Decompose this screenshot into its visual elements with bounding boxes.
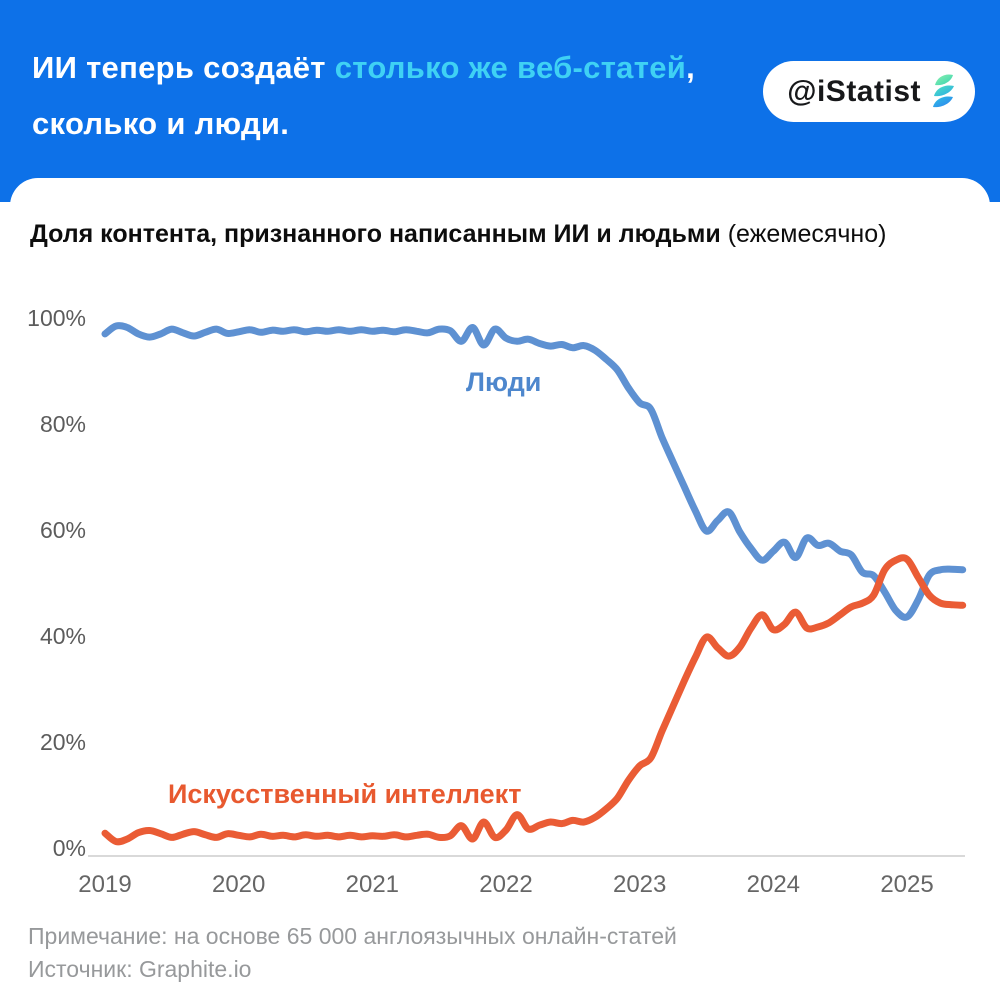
- headline-comma: ,: [686, 50, 696, 85]
- headline-line1: ИИ теперь создаёт столько же веб-статей,: [32, 40, 695, 96]
- x-tick-label: 2021: [346, 871, 399, 898]
- x-tick-label: 2023: [613, 871, 666, 898]
- series-label-humans: Люди: [466, 367, 542, 397]
- y-tick-label: 80%: [40, 411, 86, 437]
- x-tick-label: 2025: [880, 871, 933, 898]
- y-tick-label: 0%: [53, 835, 86, 861]
- chart-heading: Доля контента, признанного написанным ИИ…: [30, 220, 886, 249]
- header-banner: ИИ теперь создаёт столько же веб-статей,…: [0, 0, 1000, 202]
- x-tick-label: 2020: [212, 871, 265, 898]
- chart-heading-period: (ежемесячно): [720, 220, 887, 248]
- headline-text-white: ИИ теперь создаёт: [32, 50, 335, 85]
- chart-footnotes: Примечание: на основе 65 000 англоязычны…: [28, 920, 677, 986]
- y-tick-label: 40%: [40, 623, 86, 649]
- headline-line2: сколько и люди.: [32, 106, 290, 141]
- chart-heading-bold: Доля контента, признанного написанным ИИ…: [30, 220, 721, 248]
- chart-card: Доля контента, признанного написанным ИИ…: [10, 178, 990, 1000]
- y-tick-label: 60%: [40, 517, 86, 543]
- x-tick-label: 2024: [747, 871, 800, 898]
- badge-handle-label: @iStatist: [787, 74, 921, 108]
- headline-text-highlight: столько же веб-статей: [334, 50, 687, 85]
- x-tick-label: 2019: [78, 871, 131, 898]
- y-tick-label: 100%: [27, 305, 86, 331]
- footnote-note: Примечание: на основе 65 000 англоязычны…: [28, 923, 677, 949]
- headline-title: ИИ теперь создаёт столько же веб-статей,…: [32, 40, 695, 152]
- series-label-ai: Искусственный интеллект: [168, 779, 522, 809]
- y-tick-label: 20%: [40, 729, 86, 755]
- x-tick-label: 2022: [479, 871, 532, 898]
- leaf-logo-icon: [929, 73, 957, 111]
- footnote-source: Источник: Graphite.io: [28, 956, 252, 982]
- istatist-badge: @iStatist: [763, 61, 975, 122]
